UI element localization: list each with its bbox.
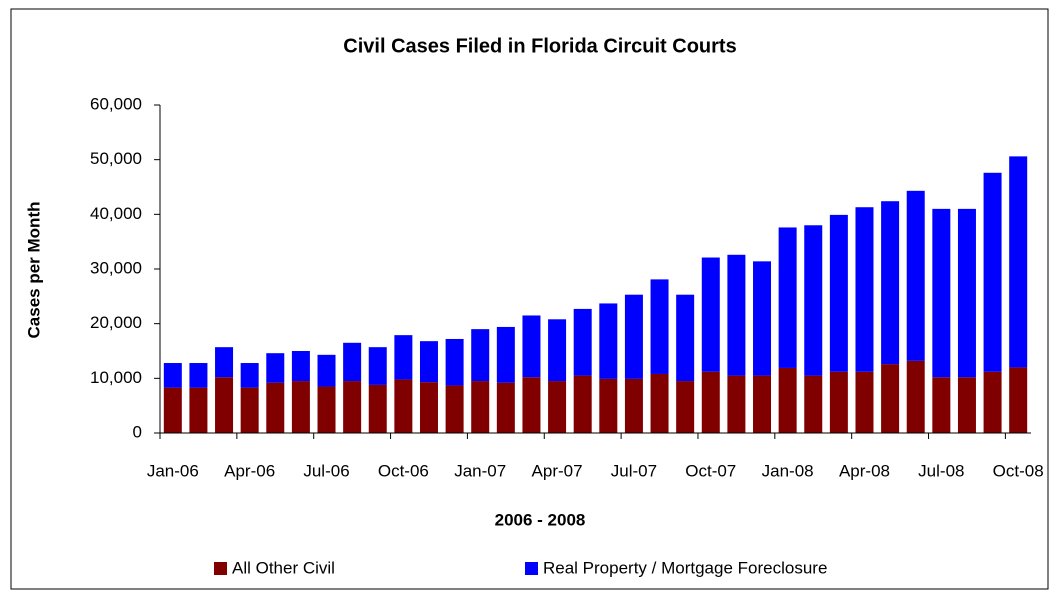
bar-segment: [573, 308, 592, 376]
x-axis-title: 2006 - 2008: [495, 510, 586, 529]
x-tick-label: Jan-08: [762, 461, 814, 480]
bar-segment: [163, 387, 182, 433]
bar-segment: [343, 342, 362, 382]
legend-label: All Other Civil: [232, 558, 335, 577]
bar-segment: [317, 386, 336, 433]
legend-swatch: [525, 562, 538, 575]
bar-segment: [215, 377, 234, 433]
bar-segment: [1009, 367, 1028, 433]
bar-segment: [368, 384, 387, 433]
bar-segment: [266, 353, 285, 383]
bar-segment: [394, 379, 413, 433]
bar-segment: [419, 382, 438, 433]
bar-segment: [522, 377, 541, 433]
bar-segment: [394, 335, 413, 380]
bar-segment: [932, 377, 951, 433]
x-tick-label: Jan-06: [147, 461, 199, 480]
bar-segment: [291, 381, 310, 433]
y-tick-label: 0: [133, 422, 142, 441]
bar-segment: [650, 373, 669, 433]
bar-segment: [548, 381, 567, 433]
y-tick-label: 20,000: [90, 313, 142, 332]
bar-segment: [701, 257, 720, 372]
bar-segment: [753, 375, 772, 433]
bar-segment: [1009, 156, 1028, 368]
bar-segment: [368, 347, 387, 385]
x-tick-label: Oct-07: [685, 461, 736, 480]
bar-segment: [624, 378, 643, 433]
bar-segment: [701, 371, 720, 433]
bar-segment: [676, 381, 695, 433]
bar-segment: [829, 371, 848, 433]
bar-segment: [471, 381, 490, 433]
bar-segment: [419, 341, 438, 383]
bar-segment: [343, 381, 362, 433]
bar-segment: [829, 214, 848, 372]
y-tick-label: 60,000: [90, 94, 142, 113]
bar-segment: [778, 367, 797, 433]
bar-segment: [522, 315, 541, 378]
bar-segment: [804, 375, 823, 433]
bar-segment: [163, 363, 182, 388]
bar-segment: [881, 364, 900, 433]
x-tick-label: Apr-06: [224, 461, 275, 480]
x-tick-label: Oct-08: [993, 461, 1044, 480]
y-tick-label: 40,000: [90, 204, 142, 223]
bar-segment: [778, 227, 797, 368]
x-tick-label: Jul-08: [918, 461, 964, 480]
y-tick-label: 10,000: [90, 368, 142, 387]
bar-segment: [855, 207, 874, 372]
bar-segment: [957, 208, 976, 378]
bar-segment: [496, 382, 515, 433]
x-tick-label: Apr-07: [532, 461, 583, 480]
bar-segment: [650, 279, 669, 374]
bar-segment: [624, 294, 643, 379]
y-tick-label: 50,000: [90, 149, 142, 168]
bar-segment: [240, 363, 259, 388]
bar-segment: [727, 254, 746, 376]
bar-segment: [983, 172, 1002, 372]
bar-segment: [932, 208, 951, 378]
bar-segment: [445, 338, 464, 386]
y-tick-label: 30,000: [90, 258, 142, 277]
x-tick-label: Jul-06: [303, 461, 349, 480]
bar-segment: [445, 385, 464, 433]
x-tick-label: Oct-06: [378, 461, 429, 480]
bar-segment: [496, 326, 515, 383]
bar-segment: [957, 377, 976, 433]
bar-segment: [855, 371, 874, 433]
bar-segment: [727, 375, 746, 433]
chart-title: Civil Cases Filed in Florida Circuit Cou…: [343, 35, 736, 57]
legend-label: Real Property / Mortgage Foreclosure: [543, 558, 827, 577]
chart-frame: [10, 8, 1049, 590]
bar-segment: [471, 329, 490, 382]
bar-segment: [266, 382, 285, 433]
bar-segment: [240, 387, 259, 433]
y-axis-title: Cases per Month: [24, 202, 43, 339]
bar-segment: [983, 371, 1002, 433]
bar-segment: [189, 363, 208, 388]
bar-segment: [573, 375, 592, 433]
bar-segment: [676, 294, 695, 382]
bar-segment: [804, 225, 823, 376]
bar-segment: [215, 347, 234, 378]
bar-segment: [317, 354, 336, 387]
bar-segment: [906, 190, 925, 361]
bar-segment: [548, 319, 567, 382]
bar-segment: [906, 360, 925, 433]
bar-segment: [881, 201, 900, 365]
bar-segment: [189, 387, 208, 433]
bar-segment: [291, 351, 310, 382]
bar-segment: [753, 261, 772, 376]
bar-segment: [599, 303, 618, 379]
x-tick-label: Jul-07: [611, 461, 657, 480]
x-tick-label: Jan-07: [454, 461, 506, 480]
x-tick-label: Apr-08: [839, 461, 890, 480]
legend-swatch: [214, 562, 227, 575]
bar-segment: [599, 378, 618, 433]
